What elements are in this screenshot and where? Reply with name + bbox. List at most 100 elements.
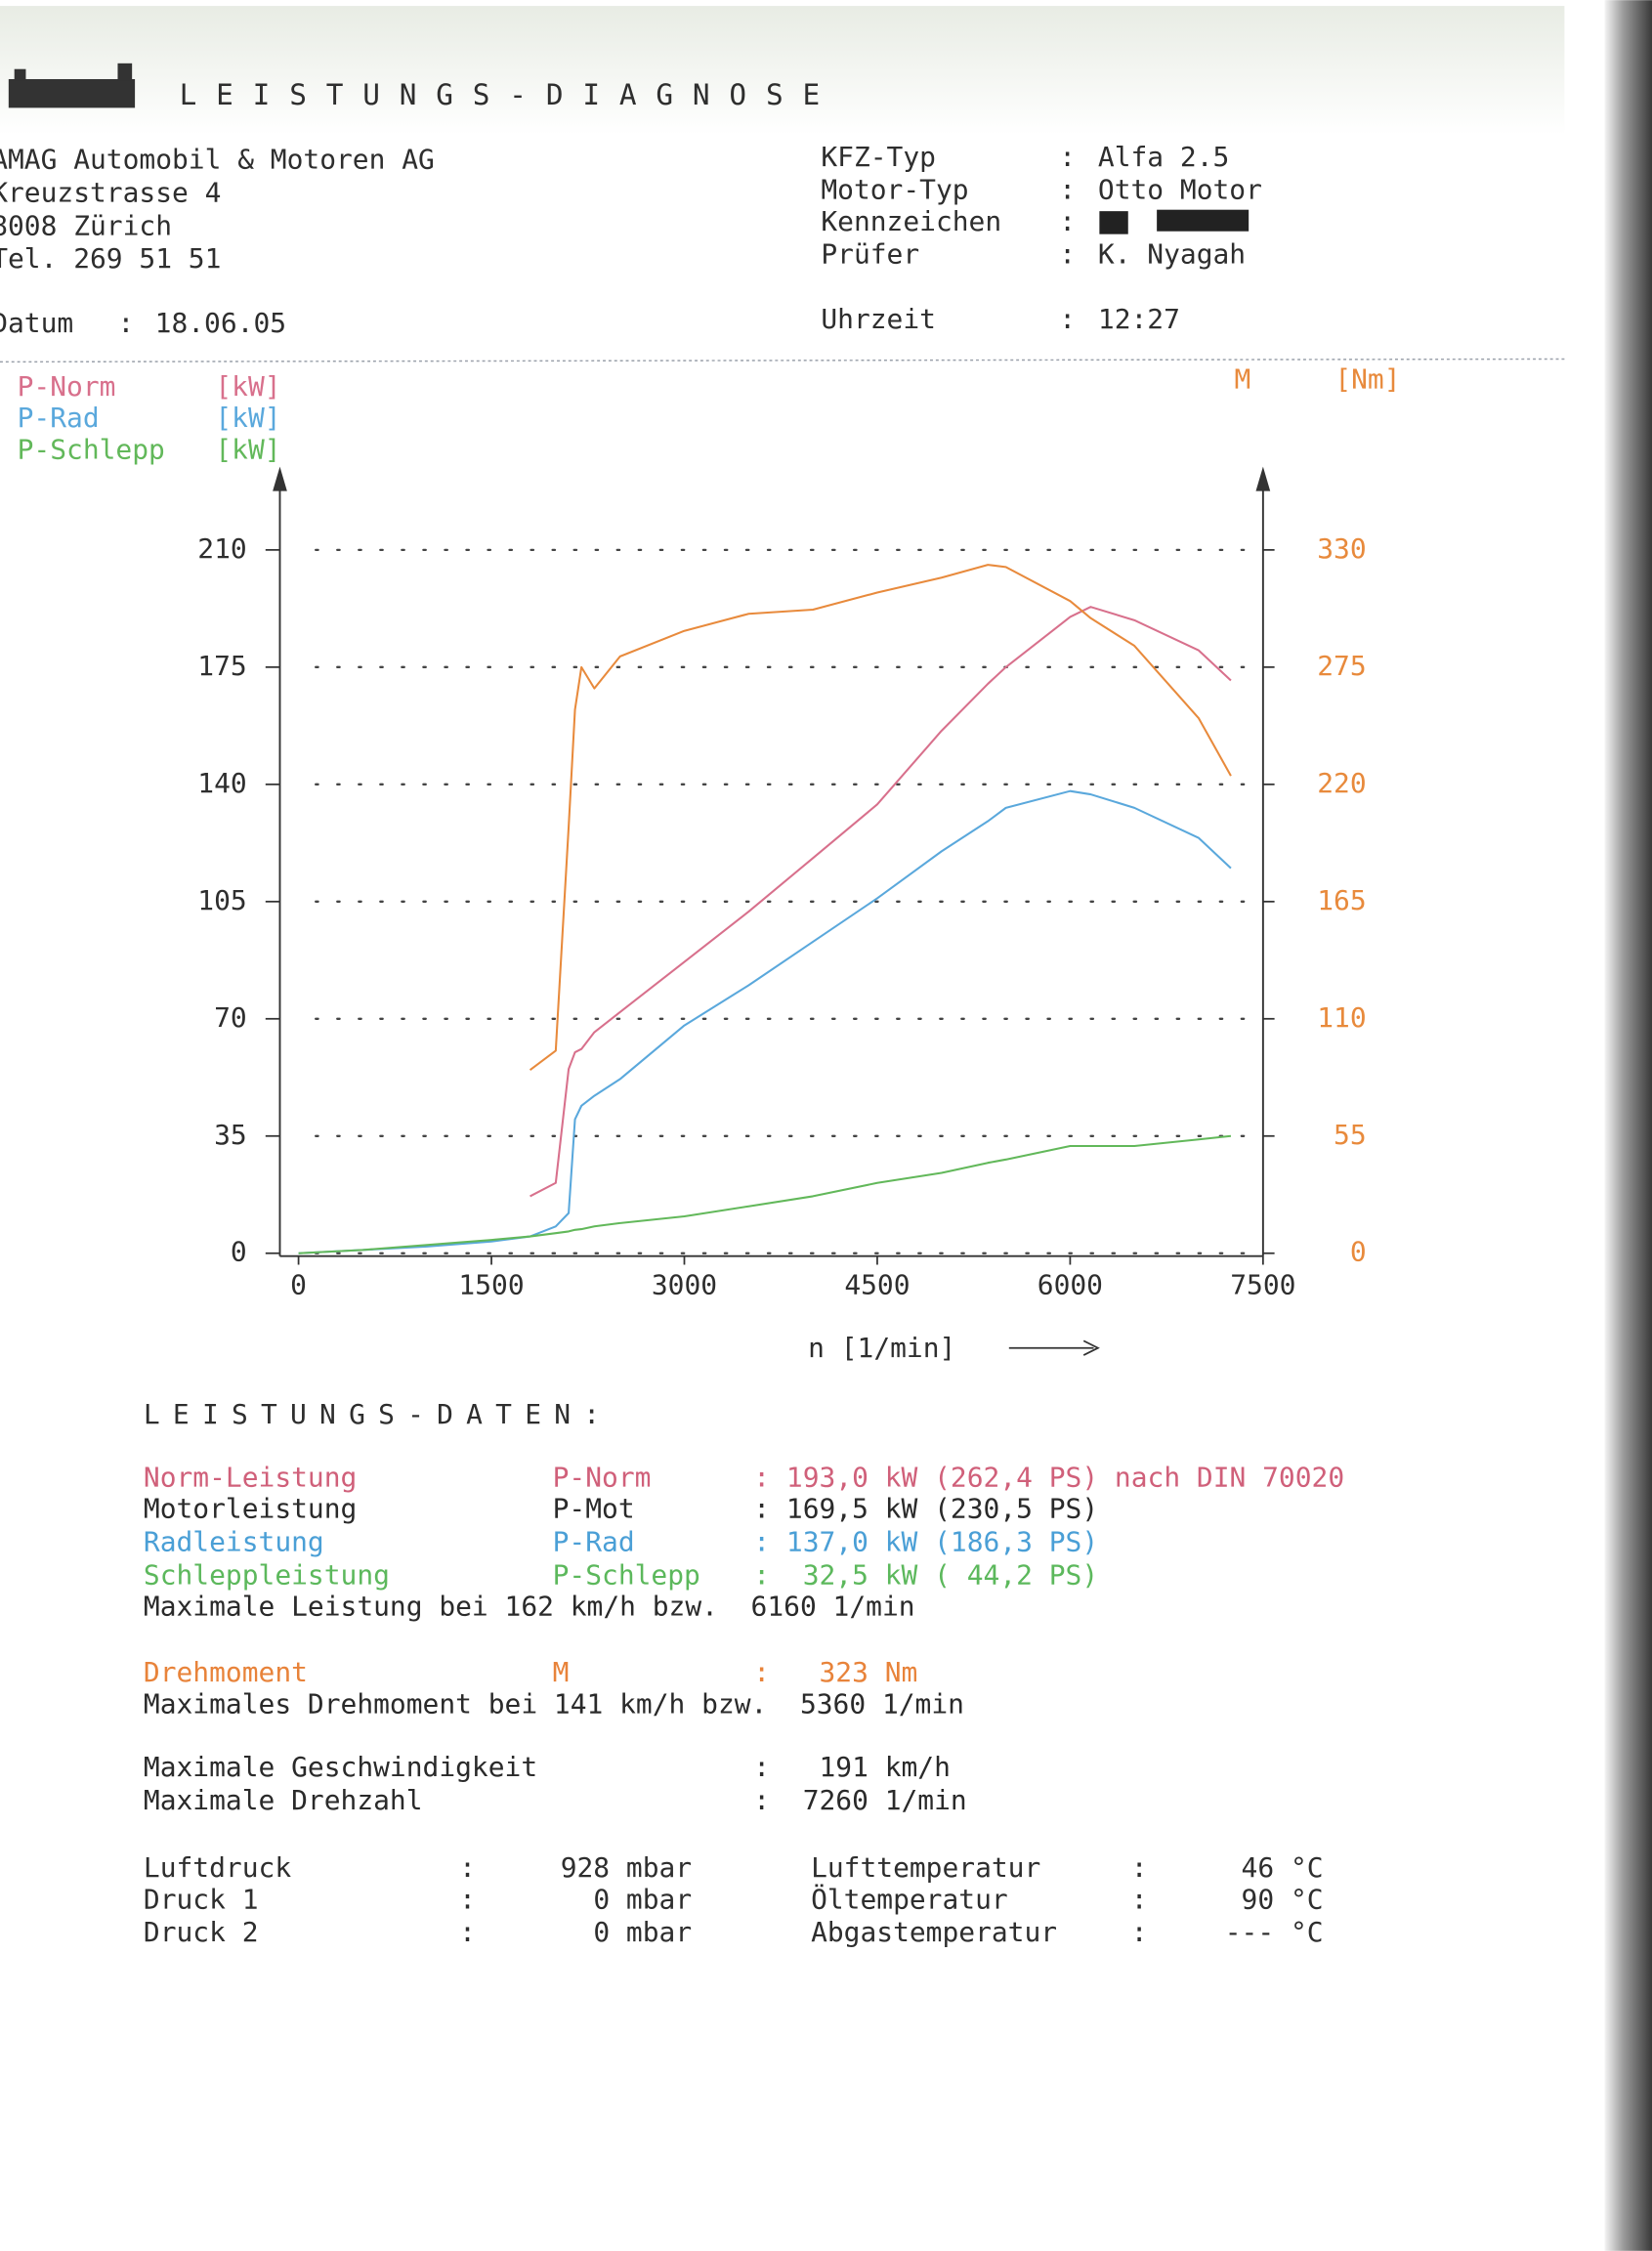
- vehicle-label: Kennzeichen: [821, 205, 1001, 237]
- condition-cell: :: [459, 1916, 476, 1948]
- y2-tick-label: 55: [1334, 1119, 1367, 1151]
- x-tick-label: 0: [290, 1269, 307, 1301]
- axis-arrow: [273, 466, 287, 491]
- vehicle-value: Otto Motor: [1098, 174, 1262, 206]
- header-rule: [0, 358, 1565, 363]
- result-cell: Maximale Geschwindigkeit: [144, 1751, 537, 1783]
- result-cell: Schleppleistung: [144, 1558, 390, 1591]
- result-cell: : 193,0 kW (262,4 PS) nach DIN 70020: [753, 1461, 1344, 1493]
- condition-cell: Lufttemperatur: [811, 1851, 1040, 1884]
- condition-cell: :: [459, 1883, 476, 1915]
- legend-label: P-Rad: [18, 402, 100, 434]
- vehicle-label: KFZ-Typ: [821, 141, 936, 173]
- condition-cell: Druck 1: [144, 1883, 259, 1915]
- logo-block: [117, 63, 133, 81]
- y-tick-label: 70: [214, 1001, 247, 1034]
- vehicle-value: Alfa 2.5: [1098, 141, 1229, 173]
- condition-cell: 46 °C: [1242, 1851, 1324, 1884]
- separator: :: [1059, 205, 1076, 237]
- result-cell: : 169,5 kW (230,5 PS): [753, 1493, 1098, 1525]
- result-cell: P-Norm: [553, 1461, 652, 1493]
- results-title: LEISTUNGS-DATEN:: [144, 1398, 613, 1430]
- y2-tick-label: 220: [1317, 767, 1366, 799]
- result-cell: Norm-Leistung: [144, 1461, 357, 1493]
- address-line: AMAG Automobil & Motoren AG: [0, 144, 435, 176]
- y-tick-label: 140: [197, 767, 246, 799]
- y-tick-label: 35: [214, 1119, 247, 1151]
- date-value: 18.06.05: [155, 307, 286, 339]
- y-tick-label: 175: [197, 650, 246, 682]
- condition-cell: 928 mbar: [561, 1851, 692, 1884]
- result-cell: M: [553, 1656, 570, 1688]
- redaction-block: [1099, 211, 1128, 234]
- result-cell: Radleistung: [144, 1526, 324, 1558]
- scan-edge: [1604, 0, 1652, 2251]
- x-tick-label: 4500: [844, 1269, 910, 1301]
- redaction-block: [1157, 209, 1250, 232]
- condition-cell: Luftdruck: [144, 1851, 291, 1884]
- separator: :: [1059, 238, 1076, 271]
- result-cell: : 7260 1/min: [753, 1784, 966, 1816]
- series-line: [529, 606, 1232, 1198]
- date-label: Datum: [0, 307, 73, 339]
- vehicle-label: Prüfer: [821, 238, 919, 271]
- address-line: 8008 Zürich: [0, 209, 172, 241]
- scan-band: [0, 6, 1565, 136]
- logo-block: [14, 68, 26, 81]
- result-cell: : 137,0 kW (186,3 PS): [753, 1526, 1098, 1558]
- time-value: 12:27: [1098, 303, 1180, 335]
- address-line: Tel. 269 51 51: [0, 242, 221, 275]
- y2-unit: [Nm]: [1334, 363, 1400, 396]
- axis-arrow: [1255, 466, 1271, 491]
- x-axis-label: n [1/min]: [808, 1332, 955, 1364]
- result-cell: : 32,5 kW ( 44,2 PS): [753, 1558, 1098, 1591]
- condition-cell: Druck 2: [144, 1916, 259, 1948]
- legend-label: P-Norm: [18, 370, 116, 403]
- y-tick-label: 105: [197, 884, 246, 916]
- separator: :: [117, 307, 134, 339]
- separator: :: [1059, 303, 1076, 335]
- condition-cell: :: [459, 1851, 476, 1884]
- series-line: [529, 564, 1232, 1071]
- series-line: [298, 1134, 1232, 1254]
- result-cell: Motorleistung: [144, 1493, 357, 1525]
- vehicle-label: Motor-Typ: [821, 174, 968, 206]
- result-cell: Maximales Drehmoment bei 141 km/h bzw. 5…: [144, 1688, 964, 1720]
- result-cell: P-Schlepp: [553, 1558, 700, 1591]
- condition-cell: :: [1131, 1851, 1148, 1884]
- time-label: Uhrzeit: [821, 303, 936, 335]
- result-cell: Drehmoment: [144, 1656, 308, 1688]
- x-arrow-head: [1082, 1339, 1100, 1356]
- redaction: [1099, 209, 1250, 234]
- condition-cell: Öltemperatur: [811, 1882, 1008, 1915]
- logo-block: [8, 78, 136, 108]
- vehicle-value: K. Nyagah: [1098, 238, 1246, 271]
- condition-cell: 90 °C: [1242, 1883, 1324, 1915]
- legend-unit: [kW]: [215, 370, 280, 403]
- result-cell: : 191 km/h: [753, 1751, 951, 1783]
- y2-tick-label: 0: [1350, 1236, 1367, 1268]
- condition-cell: 0 mbar: [593, 1916, 692, 1948]
- legend-label: M: [1234, 363, 1250, 396]
- legend-unit: [kW]: [215, 433, 280, 465]
- legend-label: P-Schlepp: [18, 433, 165, 465]
- x-tick-label: 3000: [652, 1269, 717, 1301]
- x-tick-label: 1500: [458, 1269, 524, 1301]
- condition-cell: --- °C: [1225, 1916, 1324, 1948]
- legend-unit: [kW]: [215, 402, 280, 434]
- condition-cell: :: [1131, 1883, 1148, 1915]
- condition-cell: Abgastemperatur: [811, 1916, 1057, 1948]
- result-cell: P-Rad: [553, 1526, 635, 1558]
- result-cell: : 323 Nm: [753, 1656, 917, 1688]
- result-cell: Maximale Drehzahl: [144, 1784, 423, 1816]
- y2-tick-label: 275: [1317, 650, 1366, 682]
- x-tick-label: 7500: [1230, 1269, 1295, 1301]
- address-line: Kreuzstrasse 4: [0, 177, 221, 209]
- logo: [8, 63, 136, 108]
- separator: :: [1059, 174, 1076, 206]
- y2-tick-label: 165: [1317, 884, 1366, 916]
- y2-tick-label: 110: [1317, 1001, 1366, 1034]
